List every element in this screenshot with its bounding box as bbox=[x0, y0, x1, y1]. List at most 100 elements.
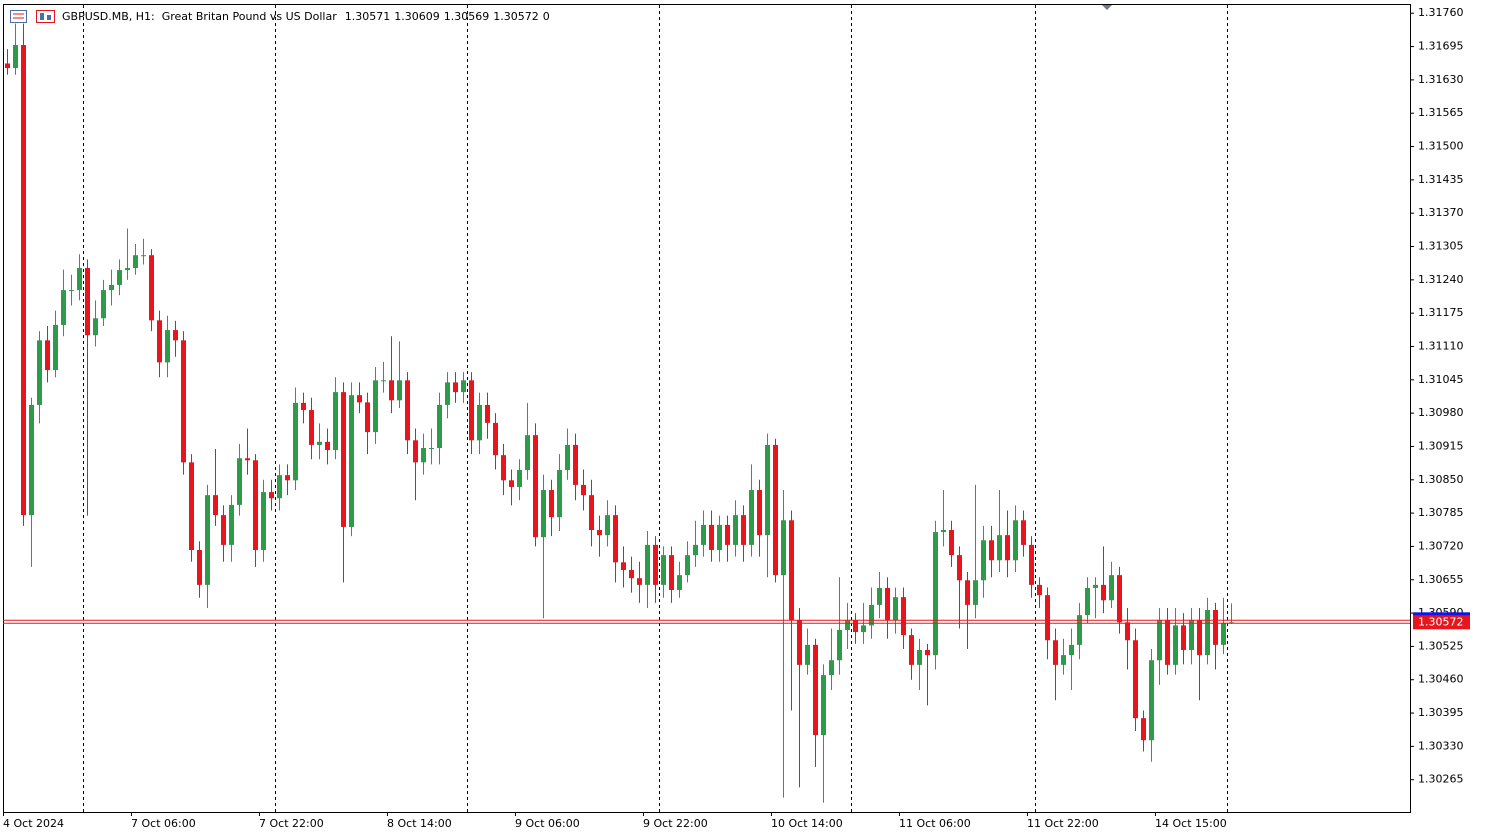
candle-body bbox=[133, 255, 138, 269]
candle-body bbox=[909, 635, 914, 665]
icon-window[interactable] bbox=[10, 10, 27, 23]
candle-body bbox=[437, 404, 442, 448]
candle-body bbox=[613, 515, 618, 563]
candle-body bbox=[1125, 622, 1130, 641]
x-tick-label: 7 Oct 22:00 bbox=[259, 817, 324, 830]
y-tick-label: 1.31045 bbox=[1418, 373, 1464, 386]
candle-body bbox=[893, 597, 898, 621]
day-separators bbox=[83, 5, 1228, 812]
candle-body bbox=[85, 268, 90, 336]
candle-body bbox=[493, 422, 498, 456]
candle-body bbox=[1173, 625, 1178, 665]
candle-body bbox=[645, 544, 650, 585]
y-tick-label: 1.31435 bbox=[1418, 173, 1464, 186]
candle-body bbox=[837, 629, 842, 661]
candle-body bbox=[349, 395, 354, 527]
candle-body bbox=[221, 515, 226, 545]
y-tick-label: 1.31175 bbox=[1418, 306, 1464, 319]
candle-body bbox=[725, 524, 730, 545]
y-tick-label: 1.31760 bbox=[1418, 6, 1464, 19]
candle-body bbox=[821, 675, 826, 736]
candle-body bbox=[1061, 655, 1066, 665]
candle-body bbox=[509, 480, 514, 487]
candle-body bbox=[317, 441, 322, 445]
candle-body bbox=[597, 530, 602, 536]
candle-body bbox=[173, 330, 178, 341]
candle-body bbox=[653, 544, 658, 585]
candle-body bbox=[525, 435, 530, 471]
candle-body bbox=[341, 392, 346, 527]
candle-body bbox=[1141, 718, 1146, 741]
candle-body bbox=[1189, 620, 1194, 650]
y-tick-label: 1.30525 bbox=[1418, 639, 1464, 652]
candle-body bbox=[485, 404, 490, 423]
x-tick-label: 9 Oct 22:00 bbox=[643, 817, 708, 830]
y-tick-label: 1.30655 bbox=[1418, 573, 1464, 586]
candle-body bbox=[1117, 575, 1122, 623]
candle-body bbox=[141, 255, 146, 257]
y-tick-label: 1.30720 bbox=[1418, 539, 1464, 552]
candle-body bbox=[749, 490, 754, 545]
candle-body bbox=[973, 580, 978, 605]
candle-body bbox=[1213, 610, 1218, 645]
candle-body bbox=[309, 410, 314, 445]
candle-body bbox=[989, 540, 994, 561]
y-tick-label: 1.31305 bbox=[1418, 240, 1464, 253]
candle-body bbox=[29, 404, 34, 516]
candle-body bbox=[629, 570, 634, 579]
candle-body bbox=[1093, 584, 1098, 588]
candle-body bbox=[765, 444, 770, 536]
candle-body bbox=[157, 320, 162, 363]
candle-body bbox=[269, 492, 274, 499]
candle-body bbox=[125, 268, 130, 271]
candle-body bbox=[77, 268, 82, 291]
candle-body bbox=[477, 404, 482, 441]
y-tick-label: 1.30850 bbox=[1418, 473, 1464, 486]
candle-body bbox=[1157, 620, 1162, 661]
candle-body bbox=[557, 470, 562, 518]
y-tick-label: 1.31695 bbox=[1418, 40, 1464, 53]
candle-body bbox=[37, 340, 42, 405]
candle-body bbox=[981, 540, 986, 581]
candle-body bbox=[733, 515, 738, 545]
candle-body bbox=[1165, 620, 1170, 665]
candle-body bbox=[1221, 622, 1226, 645]
x-tick-label: 11 Oct 06:00 bbox=[899, 817, 971, 830]
candle-body bbox=[965, 580, 970, 605]
shift-marker[interactable] bbox=[1102, 5, 1112, 10]
candle-body bbox=[21, 45, 26, 516]
candle-body bbox=[117, 270, 122, 285]
candle-body bbox=[693, 544, 698, 556]
y-tick-label: 1.30460 bbox=[1418, 673, 1464, 686]
candle-body bbox=[277, 475, 282, 499]
header-open: 1.30571 bbox=[345, 10, 391, 23]
x-tick-label: 14 Oct 15:00 bbox=[1155, 817, 1227, 830]
x-tick-label: 4 Oct 2024 bbox=[3, 817, 64, 830]
y-tick-label: 1.31565 bbox=[1418, 106, 1464, 119]
candle-body bbox=[261, 492, 266, 551]
candle-body bbox=[1053, 640, 1058, 665]
symbol-title: GBPUSD.MB, H1: Great Britan Pound vs US … bbox=[62, 10, 337, 23]
candle-body bbox=[741, 515, 746, 545]
x-tick-label: 7 Oct 06:00 bbox=[131, 817, 196, 830]
header-high: 1.30609 bbox=[394, 10, 440, 23]
candle-body bbox=[213, 495, 218, 516]
candle-body bbox=[773, 444, 778, 576]
candle-body bbox=[637, 578, 642, 585]
y-tick-label: 1.31500 bbox=[1418, 140, 1464, 153]
candle-body bbox=[1005, 535, 1010, 561]
candle-body bbox=[925, 649, 930, 656]
candle-body bbox=[397, 380, 402, 401]
candle-body bbox=[197, 550, 202, 585]
candle-body bbox=[53, 324, 58, 371]
candle-body bbox=[605, 515, 610, 536]
icon-bar bbox=[40, 13, 44, 20]
y-tick-label: 1.31110 bbox=[1418, 339, 1464, 352]
candle-body bbox=[381, 380, 386, 382]
candle-body bbox=[1029, 544, 1034, 585]
icon-chart[interactable] bbox=[36, 10, 55, 23]
candle-body bbox=[949, 530, 954, 556]
candle-body bbox=[861, 625, 866, 633]
candle-body bbox=[701, 524, 706, 545]
